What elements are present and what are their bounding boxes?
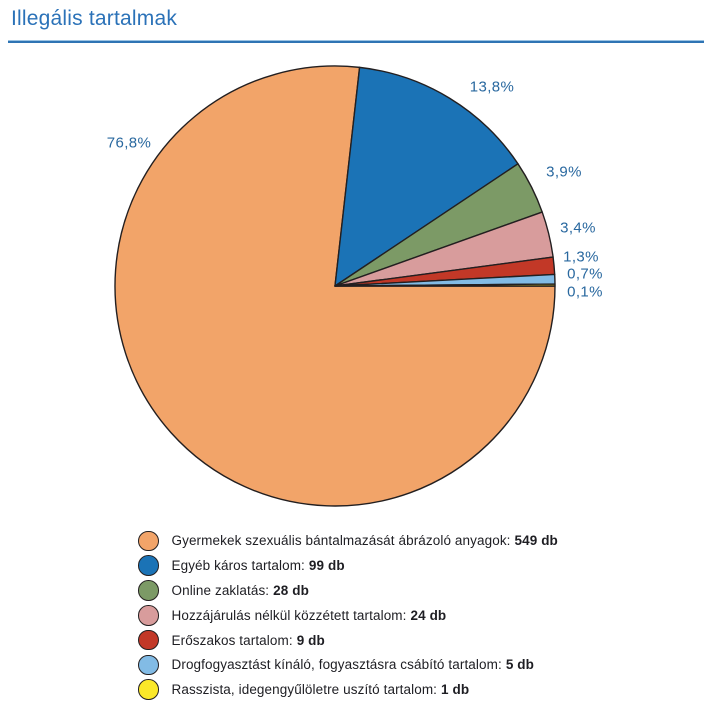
title-underline: [8, 40, 704, 43]
percent-label-online-harassment: 3,9%: [546, 163, 582, 181]
percent-label-other-harmful: 13,8%: [469, 78, 515, 96]
percent-label-csam: 76,8%: [106, 134, 152, 152]
legend-item-csam: Gyermekek szexuális bántalmazását ábrázo…: [138, 530, 558, 552]
legend-count: 1 db: [441, 682, 470, 698]
legend-count: 5 db: [505, 657, 534, 673]
legend-count: 549 db: [514, 533, 558, 549]
legend-label: Gyermekek szexuális bántalmazását ábrázo…: [171, 533, 558, 549]
legend-count: 28 db: [273, 582, 309, 598]
legend-label: Rasszista, idegengyűlöletre uszító tarta…: [171, 682, 470, 698]
legend-item-online-harassment: Online zaklatás: 28 db: [138, 580, 558, 601]
percent-label-racist: 0,1%: [567, 283, 603, 301]
legend-swatch-online-harassment: [138, 580, 159, 601]
percent-label-nonconsensual: 3,4%: [560, 219, 596, 237]
percent-label-drug: 0,7%: [567, 265, 603, 283]
chart-legend: Gyermekek szexuális bántalmazását ábrázo…: [138, 530, 558, 705]
pie-slice-other-harmful: [334, 66, 519, 287]
legend-item-drug: Drogfogyasztást kínáló, fogyasztásra csá…: [138, 654, 558, 676]
legend-item-racist: Rasszista, idegengyűlöletre uszító tarta…: [138, 679, 558, 700]
legend-label: Egyéb káros tartalom: 99 db: [171, 558, 345, 574]
page-title: Illegális tartalmak: [11, 7, 178, 30]
legend-count: 99 db: [308, 558, 345, 574]
percent-label-violent: 1,3%: [563, 248, 599, 266]
legend-swatch-violent: [138, 629, 159, 651]
legend-count: 24 db: [410, 607, 447, 623]
legend-swatch-csam: [138, 530, 159, 552]
pie-slice-racist: [334, 283, 556, 287]
legend-item-violent: Erőszakos tartalom: 9 db: [138, 629, 558, 651]
legend-label: Hozzájárulás nélkül közzétett tartalom: 2…: [171, 607, 447, 623]
legend-count: 9 db: [296, 632, 325, 648]
legend-label: Online zaklatás: 28 db: [171, 582, 309, 598]
legend-label: Erőszakos tartalom: 9 db: [171, 632, 325, 648]
legend-swatch-nonconsensual: [138, 605, 159, 626]
legend-item-nonconsensual: Hozzájárulás nélkül közzétett tartalom: 2…: [138, 605, 558, 626]
legend-swatch-drug: [138, 654, 159, 676]
legend-item-other-harmful: Egyéb káros tartalom: 99 db: [138, 555, 558, 576]
legend-swatch-racist: [138, 679, 159, 700]
legend-label: Drogfogyasztást kínáló, fogyasztásra csá…: [171, 657, 534, 673]
legend-swatch-other-harmful: [138, 555, 159, 576]
